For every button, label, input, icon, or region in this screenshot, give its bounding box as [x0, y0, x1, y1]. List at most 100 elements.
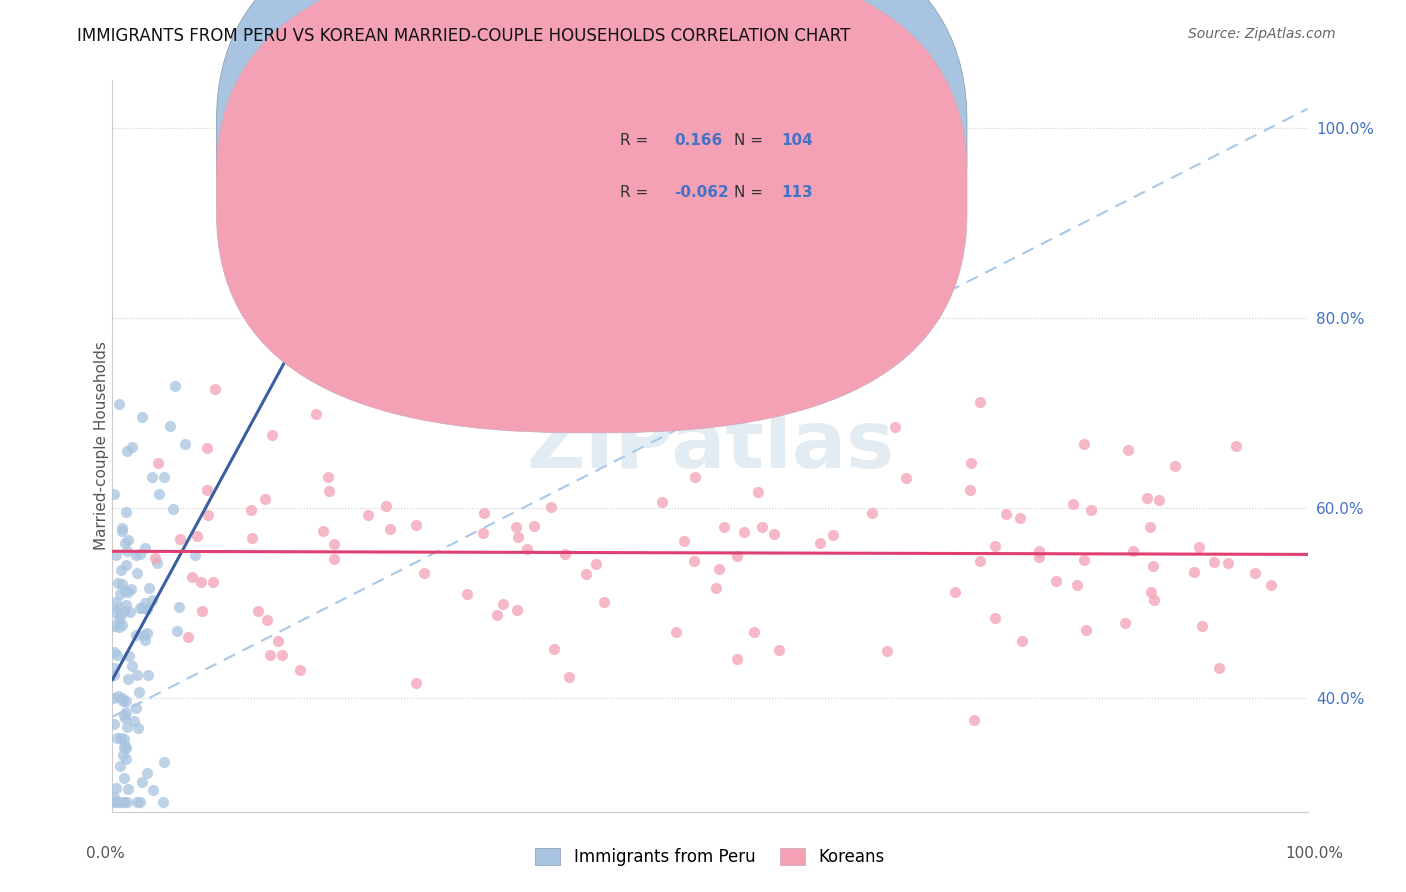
Text: 0.0%: 0.0%	[86, 847, 125, 861]
Point	[540, 500, 562, 515]
Point	[204, 382, 226, 396]
Point	[153, 755, 176, 769]
Point	[253, 492, 276, 507]
Point	[112, 795, 135, 809]
Text: IMMIGRANTS FROM PERU VS KOREAN MARRIED-COUPLE HOUSEHOLDS CORRELATION CHART: IMMIGRANTS FROM PERU VS KOREAN MARRIED-C…	[77, 27, 851, 45]
Point	[108, 620, 131, 634]
Point	[114, 732, 136, 747]
Point	[173, 436, 195, 450]
Point	[127, 795, 149, 809]
Point	[1045, 574, 1067, 589]
Point	[136, 765, 159, 780]
Point	[305, 407, 328, 421]
Point	[169, 600, 191, 615]
Point	[725, 549, 748, 563]
Point	[486, 607, 509, 622]
Point	[1122, 544, 1144, 558]
Point	[108, 587, 131, 601]
Text: -0.062: -0.062	[675, 186, 728, 201]
Point	[186, 529, 208, 543]
Text: 0.166: 0.166	[675, 133, 723, 148]
Point	[1080, 503, 1102, 517]
Point	[124, 701, 146, 715]
Point	[651, 495, 673, 509]
Point	[115, 444, 138, 458]
Point	[107, 731, 129, 745]
Point	[103, 644, 125, 658]
Point	[121, 440, 143, 454]
Point	[141, 470, 163, 484]
Point	[197, 441, 219, 455]
Point	[148, 487, 170, 501]
Point	[117, 543, 139, 558]
Point	[201, 574, 224, 589]
Point	[103, 668, 125, 682]
Point	[131, 600, 153, 615]
Point	[984, 611, 1007, 625]
Point	[1260, 578, 1282, 592]
Point	[318, 483, 340, 498]
Point	[963, 713, 986, 727]
Point	[134, 541, 156, 556]
Point	[143, 550, 166, 565]
Point	[111, 521, 134, 535]
Point	[405, 518, 427, 533]
Point	[146, 556, 169, 570]
Point	[270, 648, 292, 662]
Point	[312, 524, 335, 539]
Point	[665, 624, 688, 639]
Point	[751, 519, 773, 533]
Point	[115, 505, 138, 519]
Point	[117, 533, 139, 547]
Point	[103, 795, 125, 809]
Point	[943, 585, 966, 599]
Point	[131, 775, 153, 789]
Point	[1073, 436, 1095, 450]
Point	[357, 508, 380, 522]
Point	[1147, 492, 1170, 507]
Point	[592, 594, 614, 608]
Point	[554, 547, 576, 561]
Point	[239, 502, 262, 516]
Point	[111, 577, 134, 591]
Point	[259, 648, 281, 662]
Point	[575, 567, 598, 582]
Point	[136, 668, 159, 682]
Point	[821, 528, 844, 542]
Point	[162, 502, 184, 516]
Point	[1188, 541, 1211, 555]
Point	[129, 548, 152, 562]
Point	[103, 790, 125, 805]
Point	[177, 630, 200, 644]
Point	[153, 470, 176, 484]
Point	[683, 554, 706, 568]
Point	[1114, 615, 1136, 630]
Point	[1008, 511, 1031, 525]
Point	[131, 410, 153, 425]
Point	[557, 670, 579, 684]
Point	[747, 484, 769, 499]
Point	[994, 507, 1017, 521]
Point	[128, 685, 150, 699]
Point	[114, 752, 136, 766]
Point	[110, 758, 132, 772]
Point	[1142, 559, 1164, 574]
Point	[114, 739, 136, 753]
Point	[378, 522, 401, 536]
Point	[412, 566, 434, 581]
Point	[128, 601, 150, 615]
Point	[142, 783, 165, 797]
Text: 113: 113	[782, 186, 813, 201]
Point	[876, 644, 898, 658]
Point	[969, 395, 991, 409]
Point	[1136, 491, 1159, 506]
Point	[134, 596, 156, 610]
Point	[191, 604, 214, 618]
Point	[138, 582, 160, 596]
Point	[1218, 556, 1240, 570]
Point	[288, 663, 311, 677]
Point	[969, 554, 991, 568]
Point	[768, 642, 790, 657]
Point	[1011, 634, 1033, 648]
Point	[117, 781, 139, 796]
